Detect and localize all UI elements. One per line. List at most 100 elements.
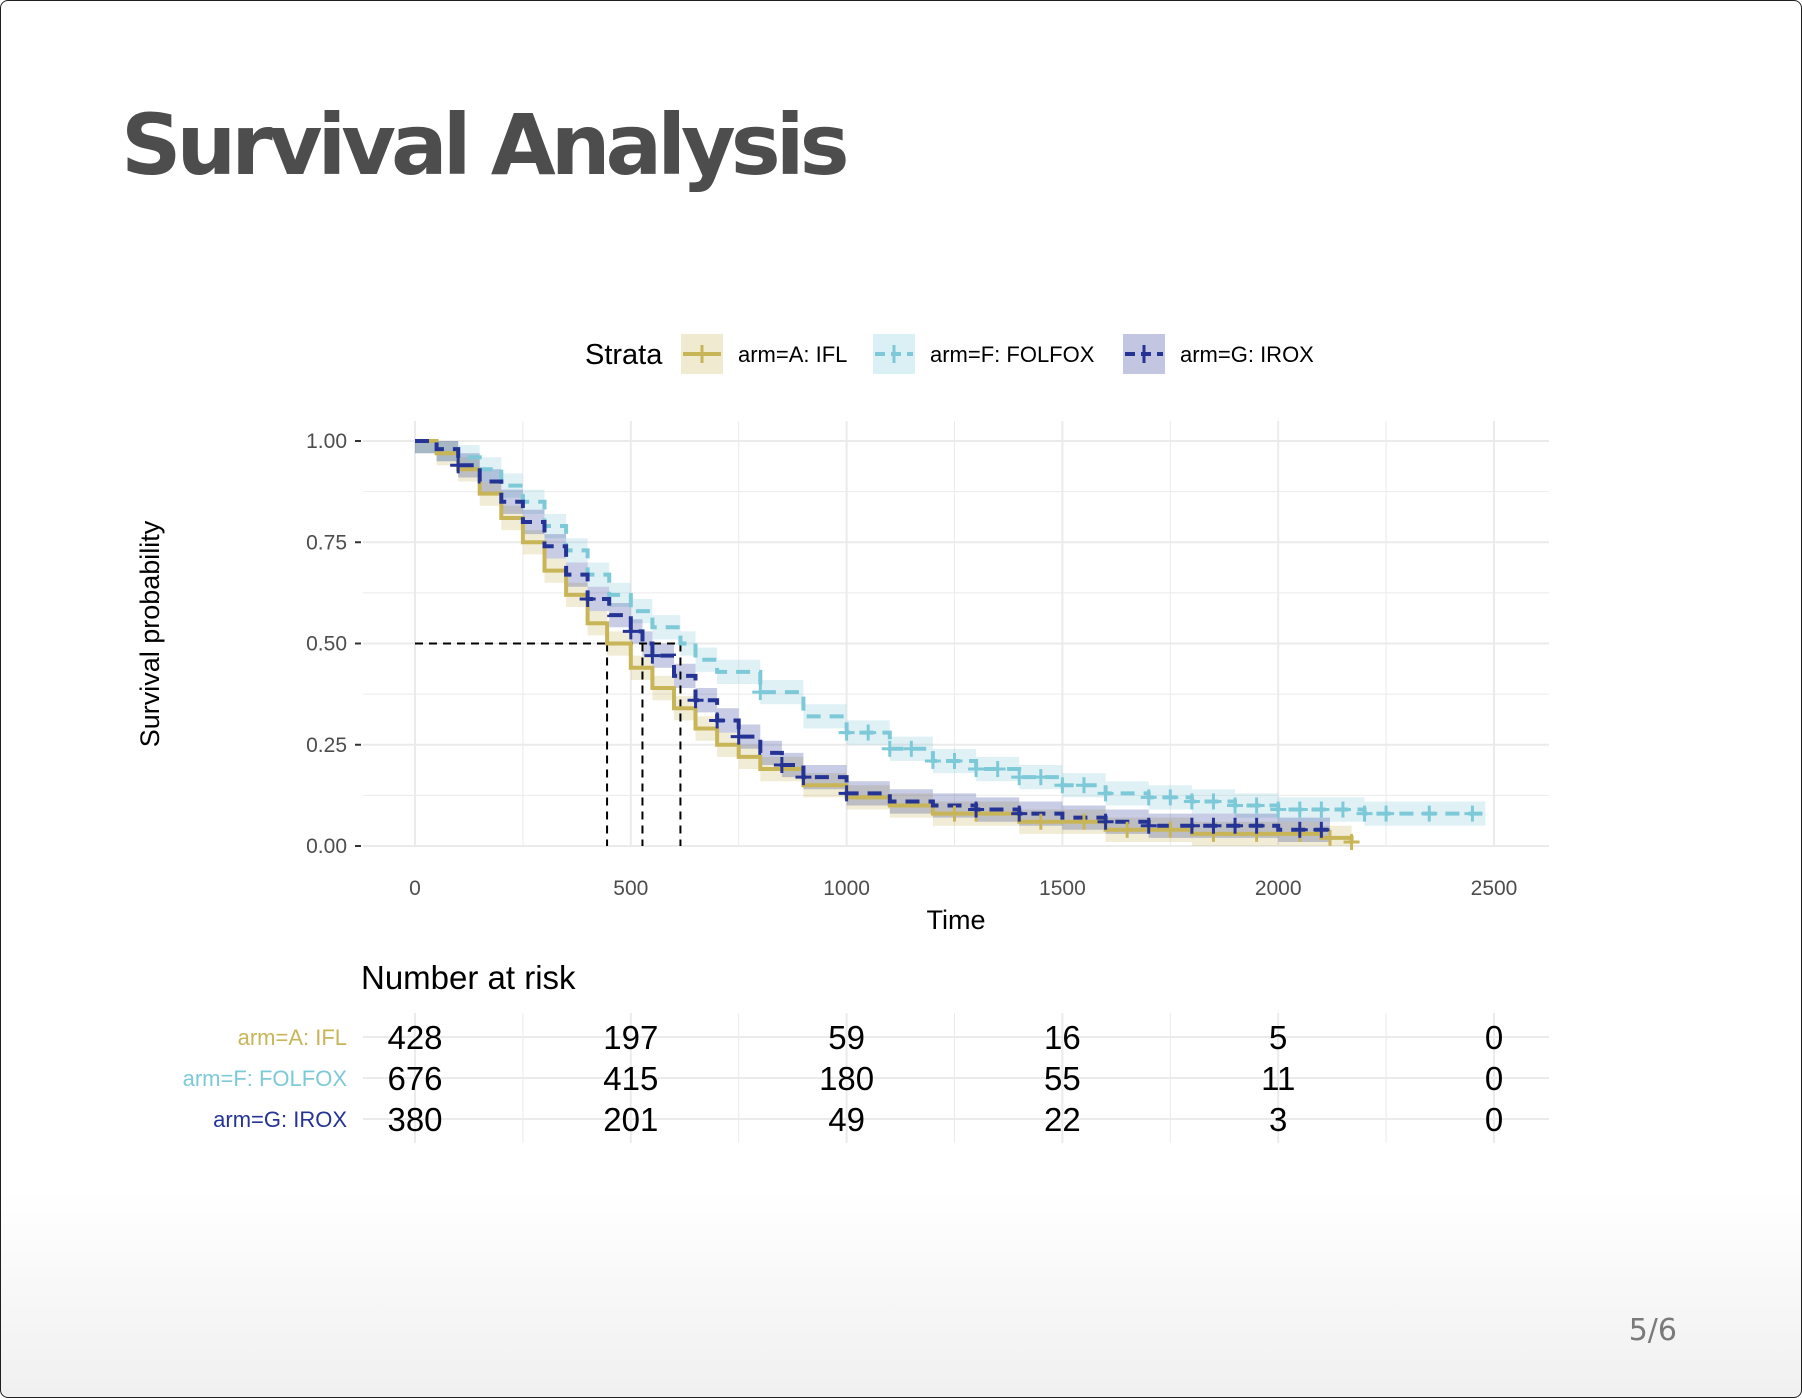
y-tick-label: 0.75 <box>306 531 347 554</box>
risk-table-cell: 55 <box>1044 1060 1081 1097</box>
censor-mark-arm-f-folfox <box>1011 769 1028 786</box>
censor-mark-arm-f-folfox <box>1140 789 1157 806</box>
risk-table-cell: 0 <box>1485 1060 1503 1097</box>
y-tick-label: 0.00 <box>306 835 347 858</box>
censor-mark-arm-f-folfox <box>1356 805 1373 822</box>
censor-mark-arm-f-folfox <box>1270 801 1287 818</box>
legend-entry-arm-f-folfox: arm=F: FOLFOX <box>873 334 1095 374</box>
censor-mark-arm-f-folfox <box>860 724 877 741</box>
censor-mark-arm-g-irox <box>968 801 985 818</box>
survival-curves <box>415 439 1486 842</box>
censor-mark-arm-f-folfox <box>1032 769 1049 786</box>
y-tick-label: 0.50 <box>306 633 347 656</box>
censor-mark-arm-g-irox <box>622 623 639 640</box>
risk-table-cell: 0 <box>1485 1101 1503 1138</box>
censor-mark-arm-g-irox <box>709 712 726 729</box>
chart-axes: 0.00 0.25 0.50 0.75 1.00 0 500 1000 1500 2000 2500… <box>135 430 1517 935</box>
censor-mark-arm-g-irox <box>579 590 596 607</box>
risk-table-cell: 3 <box>1269 1101 1287 1138</box>
x-tick-label: 0 <box>409 877 421 900</box>
censor-mark-arm-g-irox <box>1313 821 1330 838</box>
censor-mark-arm-f-folfox <box>1464 805 1481 822</box>
survival-chart: Strata arm=A: IFL arm=F: FOLFOX arm=G: IROX… <box>135 334 1549 1143</box>
censor-mark-arm-g-irox <box>1140 817 1157 834</box>
risk-table-cell: 197 <box>603 1019 658 1056</box>
censor-mark-arm-f-folfox <box>1378 805 1395 822</box>
x-tick-label: 2000 <box>1255 877 1302 900</box>
risk-table-cell: 11 <box>1261 1060 1295 1097</box>
legend-label: arm=G: IROX <box>1180 342 1314 367</box>
risk-table-cell: 22 <box>1044 1101 1081 1138</box>
y-axis-title: Survival probability <box>135 520 165 747</box>
risk-table-title: Number at risk <box>361 959 576 996</box>
risk-table-cell: 676 <box>387 1060 442 1097</box>
censor-mark-arm-f-folfox <box>1227 797 1244 814</box>
censor-mark-arm-f-folfox <box>1054 777 1071 794</box>
risk-table-row-label: arm=G: IROX <box>213 1107 347 1132</box>
censor-mark-arm-g-irox <box>1227 817 1244 834</box>
censor-mark-arm-g-irox <box>1011 805 1028 822</box>
censor-mark-arm-f-folfox <box>1205 793 1222 810</box>
censor-mark-arm-a-ifl <box>1321 829 1338 846</box>
censor-mark-arm-g-irox <box>450 457 467 474</box>
chart-legend: Strata arm=A: IFL arm=F: FOLFOX arm=G: IROX <box>585 334 1314 374</box>
confidence-bands <box>415 441 1486 846</box>
censor-mark-arm-g-irox <box>1205 817 1222 834</box>
slide-title: Survival Analysis <box>121 96 850 194</box>
risk-table-row-label: arm=F: FOLFOX <box>183 1066 348 1091</box>
legend-label: arm=A: IFL <box>738 342 847 367</box>
censor-mark-arm-f-folfox <box>924 752 941 769</box>
x-tick-label: 2500 <box>1471 877 1518 900</box>
censor-mark-arm-f-folfox <box>838 724 855 741</box>
censor-mark-arm-g-irox <box>1291 821 1308 838</box>
censor-mark-arm-f-folfox <box>1162 789 1179 806</box>
censor-mark-arm-g-irox <box>687 692 704 709</box>
risk-table-cell: 49 <box>828 1101 865 1138</box>
page-number: 5/6 <box>1628 1313 1677 1348</box>
survival-curve-arm-g-irox <box>415 439 1330 832</box>
x-tick-label: 1500 <box>1039 877 1086 900</box>
censor-mark-arm-g-irox <box>644 647 661 664</box>
censor-mark-arm-f-folfox <box>1334 801 1351 818</box>
censor-marks <box>450 457 1481 850</box>
legend-label: arm=F: FOLFOX <box>930 342 1095 367</box>
censor-mark-arm-g-irox <box>730 728 747 745</box>
censor-mark-arm-g-irox <box>773 757 790 773</box>
risk-table-cell: 0 <box>1485 1019 1503 1056</box>
censor-mark-arm-a-ifl <box>1162 821 1179 838</box>
censor-mark-arm-f-folfox <box>1075 777 1092 794</box>
censor-mark-arm-f-folfox <box>1097 785 1114 802</box>
censor-mark-arm-f-folfox <box>1421 805 1438 822</box>
censor-mark-arm-f-folfox <box>968 761 985 778</box>
censor-mark-arm-f-folfox <box>1248 797 1265 814</box>
censor-mark-arm-f-folfox <box>752 684 769 701</box>
risk-table-cell: 59 <box>828 1019 865 1056</box>
censor-mark-arm-g-irox <box>795 769 812 786</box>
risk-table-cell: 380 <box>387 1101 442 1138</box>
legend-entry-arm-g-irox: arm=G: IROX <box>1123 334 1314 374</box>
plot-gridlines <box>363 421 1549 847</box>
censor-mark-arm-g-irox <box>1183 817 1200 834</box>
x-tick-label: 500 <box>613 877 648 900</box>
risk-table-cell: 428 <box>387 1019 442 1056</box>
censor-mark-arm-f-folfox <box>946 752 963 769</box>
confidence-band-arm-g-irox <box>415 441 1330 842</box>
risk-table-row-label: arm=A: IFL <box>238 1025 347 1050</box>
censor-mark-arm-g-irox <box>1097 813 1114 830</box>
y-tick-label: 1.00 <box>306 430 347 453</box>
risk-table-cell: 5 <box>1269 1019 1287 1056</box>
censor-mark-arm-f-folfox <box>881 740 898 757</box>
censor-mark-arm-a-ifl <box>1075 813 1092 830</box>
plot-panel <box>363 421 1549 850</box>
censor-mark-arm-f-folfox <box>989 761 1006 778</box>
confidence-band-arm-f-folfox <box>415 441 1486 826</box>
censor-mark-arm-a-ifl <box>946 805 963 822</box>
censor-mark-arm-f-folfox <box>903 740 920 757</box>
risk-table: Number at risk arm=A: IFL 428 197 59 16 5 0 arm=… <box>183 959 1549 1143</box>
risk-table-cell: 415 <box>603 1060 658 1097</box>
x-axis-title: Time <box>927 905 986 935</box>
risk-table-cell: 201 <box>603 1101 658 1138</box>
censor-mark-arm-g-irox <box>838 785 855 802</box>
censor-mark-arm-a-ifl <box>1119 821 1136 838</box>
